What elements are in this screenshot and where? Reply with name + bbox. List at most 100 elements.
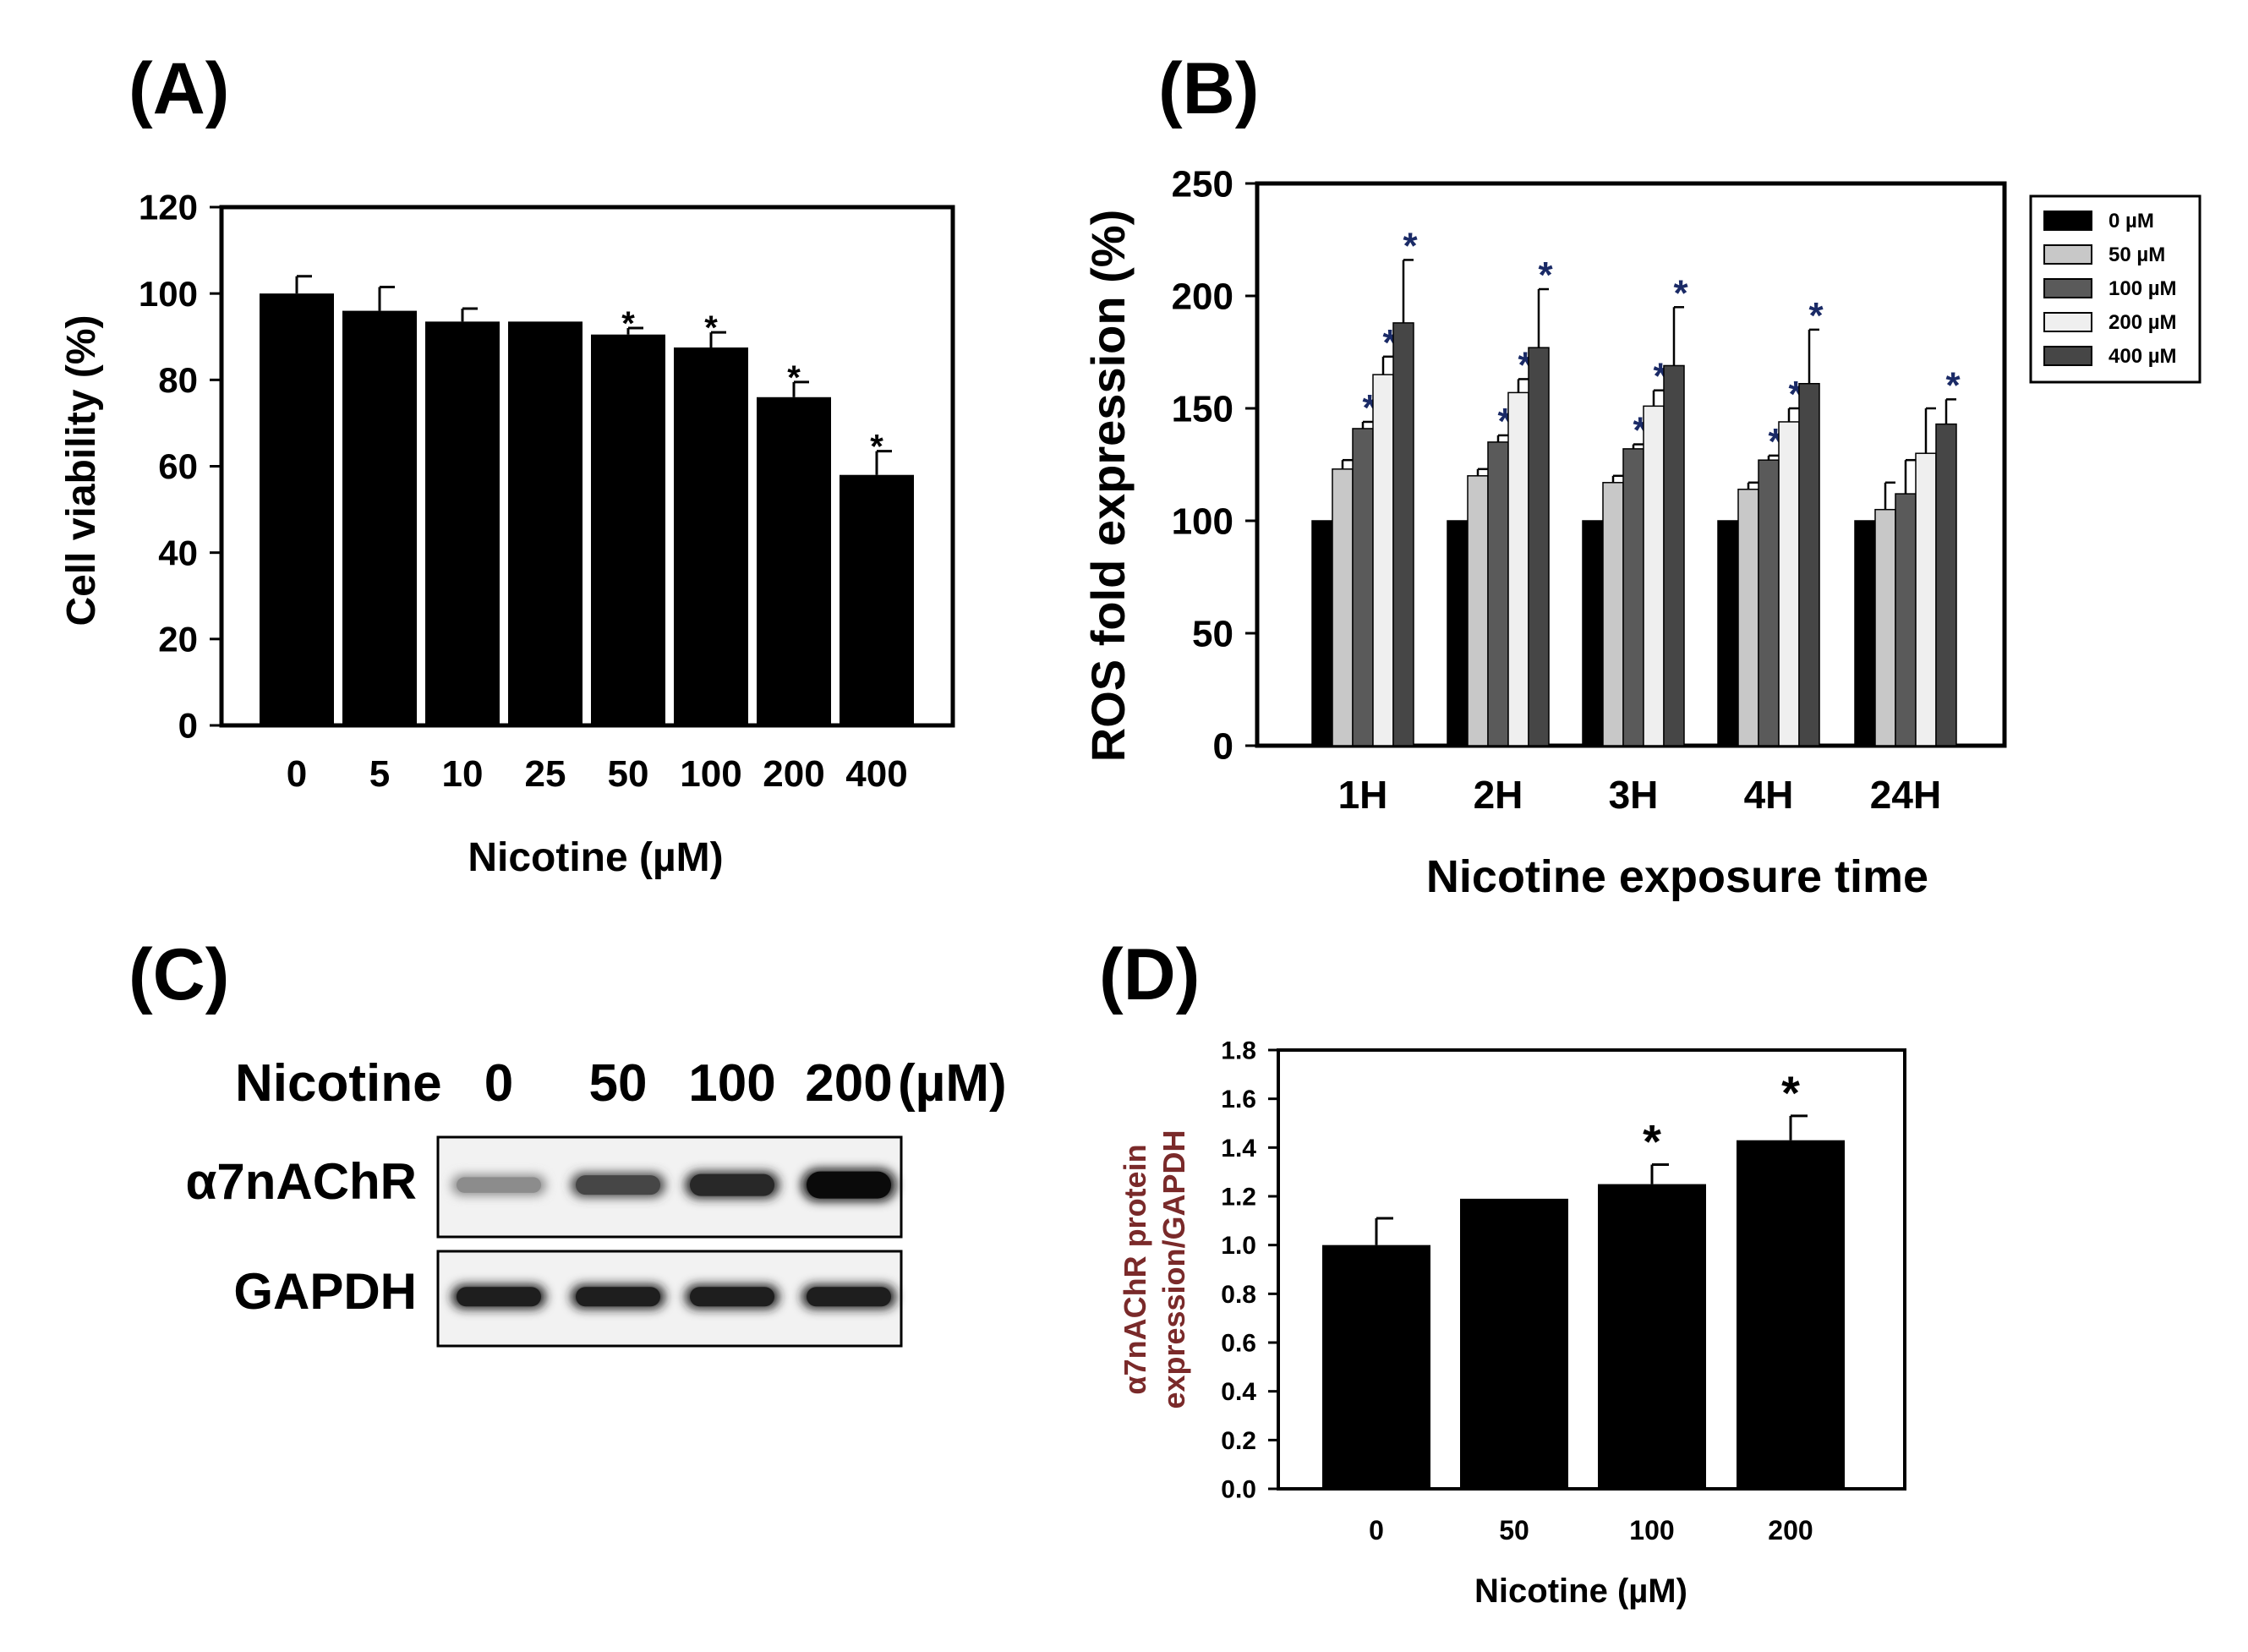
significance-marker: * (704, 309, 718, 347)
bar (1460, 1198, 1568, 1489)
significance-marker: * (787, 359, 801, 397)
significance-marker: * (1643, 1115, 1661, 1168)
y-tick-label: 60 (158, 446, 198, 486)
y-tick-label: 200 (1172, 276, 1233, 317)
bar-0-µM (1854, 520, 1876, 747)
y-tick-label: 1.0 (1221, 1232, 1256, 1260)
bar (591, 334, 665, 725)
y-tick-label: 120 (139, 188, 198, 227)
bar (1737, 1140, 1845, 1489)
y-tick-label: 0 (178, 706, 198, 746)
bar-200-µM (1643, 405, 1665, 747)
y-tick-label: 0.0 (1221, 1476, 1256, 1504)
y-tick-label: 100 (1172, 501, 1233, 542)
bar-0-µM (1582, 520, 1604, 747)
x-tick-label: 0 (1369, 1515, 1384, 1545)
y-tick-label: 50 (1192, 613, 1233, 654)
bar (342, 310, 417, 725)
significance-marker: * (1403, 225, 1418, 266)
y-tick-label: 100 (139, 274, 198, 314)
blot-band-core (807, 1171, 891, 1199)
blot-band-core (807, 1287, 891, 1307)
panel-label-c: (C) (129, 934, 230, 1015)
x-tick-label: 200 (763, 753, 824, 795)
y-tick-label: 150 (1172, 388, 1233, 429)
bar-400-µM (1935, 423, 1957, 747)
bar-100-µM (1622, 448, 1644, 747)
y-axis-label: ROS fold expression (%) (1081, 210, 1135, 762)
blot-band-core (690, 1173, 774, 1196)
blot-lane-label: 0 (484, 1054, 513, 1113)
x-tick-label: 4H (1744, 773, 1794, 817)
y-tick-label: 0 (1213, 725, 1233, 767)
blot-lane-label: 50 (589, 1054, 648, 1113)
y-tick-label: 1.2 (1221, 1184, 1256, 1212)
x-tick-label: 50 (1499, 1515, 1529, 1545)
y-tick-label: 20 (158, 620, 198, 659)
bar-100-µM (1487, 441, 1509, 747)
x-tick-label: 5 (369, 753, 390, 795)
bar (840, 474, 914, 725)
bar (425, 321, 500, 725)
x-axis-label: Nicotine (µM) (1474, 1573, 1687, 1610)
x-axis-label: Nicotine exposure time (1426, 851, 1928, 902)
y-tick-label: 80 (158, 360, 198, 400)
legend-label: 400 µM (2109, 345, 2177, 368)
legend-swatch (2043, 211, 2092, 231)
y-tick-label: 1.6 (1221, 1086, 1256, 1113)
legend-swatch (2043, 278, 2092, 298)
x-tick-label: 200 (1768, 1515, 1813, 1545)
bar (674, 347, 748, 725)
bar (1598, 1184, 1706, 1489)
y-tick-label: 0.6 (1221, 1330, 1256, 1358)
x-tick-label: 3H (1609, 773, 1659, 817)
bar (508, 321, 583, 725)
blot-band-core (576, 1287, 660, 1307)
x-tick-label: 24H (1870, 773, 1941, 817)
x-tick-label: 25 (525, 753, 566, 795)
blot-row-label: α7nAChR (185, 1153, 417, 1210)
x-tick-label: 2H (1474, 773, 1523, 817)
blot-band-core (457, 1287, 541, 1307)
y-tick-label: 0.8 (1221, 1281, 1256, 1309)
legend-label: 100 µM (2109, 277, 2177, 300)
y-tick-label: 0.2 (1221, 1427, 1256, 1455)
significance-marker: * (621, 305, 635, 342)
bar-400-µM (1392, 322, 1414, 747)
x-tick-label: 400 (845, 753, 907, 795)
bar (1322, 1244, 1430, 1489)
bar-200-µM (1372, 374, 1394, 747)
panel-label-d: (D) (1099, 934, 1201, 1015)
bar-200-µM (1778, 421, 1800, 747)
bar-400-µM (1528, 347, 1550, 747)
bar (260, 293, 334, 725)
significance-marker: * (1673, 272, 1688, 314)
bar-200-µM (1507, 391, 1529, 747)
legend-swatch (2043, 346, 2092, 366)
x-axis-label: Nicotine (µM) (468, 835, 723, 880)
blot-lane-label: 200 (805, 1054, 892, 1113)
blot-band-core (457, 1177, 541, 1193)
bar (757, 397, 831, 725)
y-tick-label: 1.8 (1221, 1037, 1256, 1065)
significance-marker: * (1808, 295, 1824, 336)
x-tick-label: 50 (608, 753, 649, 795)
panel-label-b: (B) (1158, 48, 1260, 129)
significance-marker: * (1945, 364, 1961, 406)
plot-frame (1277, 1048, 1906, 1491)
y-tick-label: 250 (1172, 163, 1233, 205)
x-tick-label: 0 (287, 753, 307, 795)
significance-marker: * (1538, 254, 1553, 296)
y-tick-label: 1.4 (1221, 1135, 1256, 1162)
y-axis-label: Cell viability (%) (59, 315, 104, 626)
y-tick-label: 40 (158, 533, 198, 572)
x-tick-label: 10 (442, 753, 484, 795)
x-tick-label: 100 (680, 753, 741, 795)
blot-header-label: Nicotine (235, 1054, 442, 1113)
x-tick-label: 100 (1629, 1515, 1674, 1545)
y-tick-label: 0.4 (1221, 1378, 1256, 1406)
y-axis-label-line: expression/GAPDH (1157, 1130, 1191, 1409)
